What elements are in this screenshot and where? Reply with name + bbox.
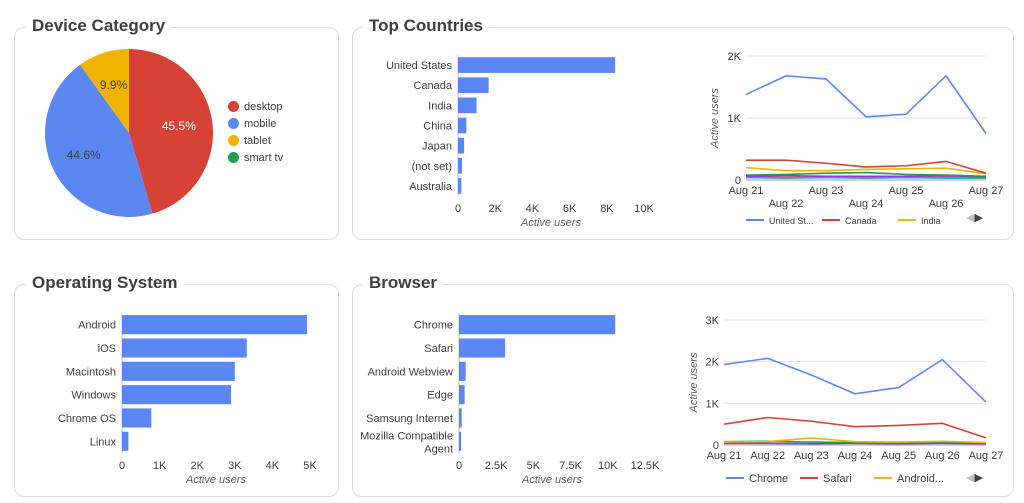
legend-swatch [228, 135, 239, 146]
legend-label: smart tv [244, 151, 284, 164]
legend-label: tablet [244, 134, 271, 147]
pager-next-icon[interactable]: ▶ [974, 472, 983, 484]
legend-swatch [228, 101, 239, 112]
device-category-title: Device Category [26, 16, 172, 36]
legend-label: desktop [244, 100, 283, 113]
device-category-card [14, 27, 339, 240]
browser-card [352, 284, 1014, 497]
pager-prev-icon[interactable]: ◀ [966, 212, 975, 224]
operating-system-title: Operating System [26, 273, 184, 293]
countries-legend-pager[interactable]: ◀▶ [966, 211, 983, 224]
operating-system-card [14, 284, 339, 497]
legend-swatch [228, 118, 239, 129]
top-countries-card [352, 27, 1014, 240]
legend-item-desktop[interactable]: desktop [228, 98, 283, 115]
top-countries-title: Top Countries [363, 16, 489, 36]
legend-label: mobile [244, 117, 277, 130]
pager-prev-icon[interactable]: ◀ [966, 472, 975, 484]
legend-item-tablet[interactable]: tablet [228, 132, 283, 149]
legend-item-mobile[interactable]: mobile [228, 115, 283, 132]
device-category-legend: desktop mobile tablet smart tv [228, 98, 283, 166]
legend-item-smart-tv[interactable]: smart tv [228, 149, 283, 166]
pager-next-icon[interactable]: ▶ [974, 212, 983, 224]
browser-title: Browser [363, 273, 444, 293]
browser-legend-pager[interactable]: ◀▶ [966, 471, 983, 484]
legend-swatch [228, 152, 239, 163]
